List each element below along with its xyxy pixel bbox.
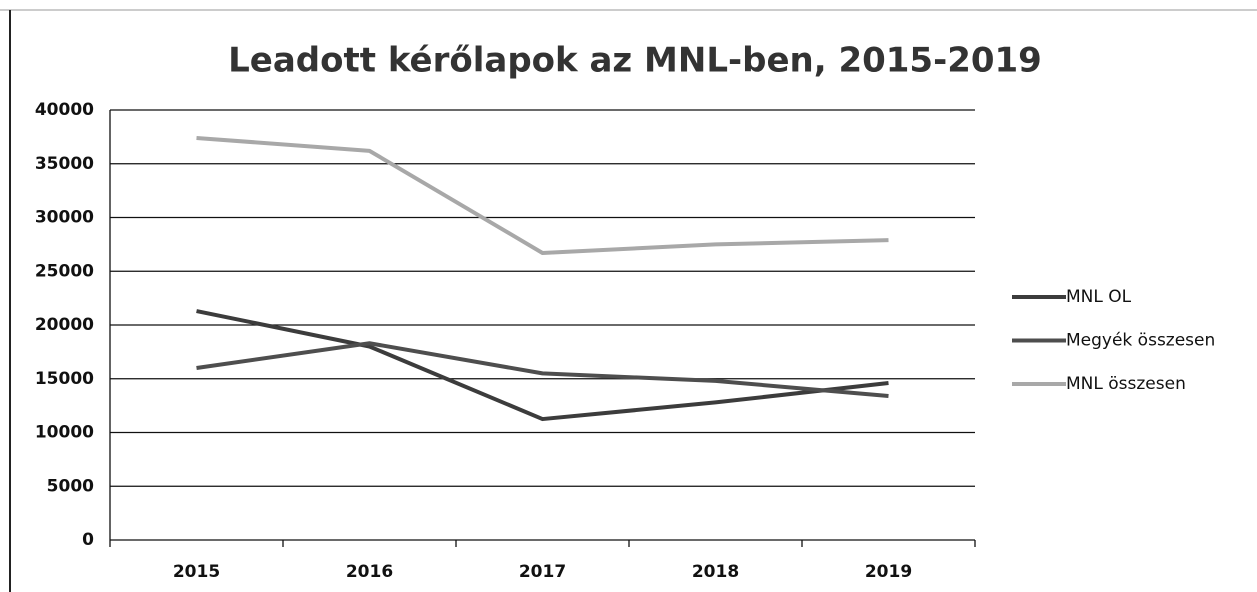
legend-label: Megyék összesen bbox=[1066, 331, 1215, 351]
legend-label: MNL összesen bbox=[1066, 374, 1186, 394]
line-series bbox=[196, 309, 889, 422]
line-series bbox=[196, 135, 889, 255]
y-tick-label: 40000 bbox=[35, 100, 94, 120]
legend-label: MNL OL bbox=[1066, 287, 1132, 307]
y-tick-label: 0 bbox=[82, 530, 94, 550]
y-tick-label: 20000 bbox=[35, 315, 94, 335]
x-tick-label: 2016 bbox=[346, 562, 393, 582]
y-tick-label: 15000 bbox=[35, 369, 94, 389]
y-tick-label: 5000 bbox=[47, 476, 94, 496]
x-tick-label: 2017 bbox=[519, 562, 566, 582]
line-series bbox=[196, 341, 889, 398]
x-tick-label: 2015 bbox=[173, 562, 220, 582]
y-tick-label: 25000 bbox=[35, 261, 94, 281]
y-tick-label: 10000 bbox=[35, 423, 94, 443]
y-tick-label: 35000 bbox=[35, 154, 94, 174]
chart-title: Leadott kérőlapok az MNL-ben, 2015-2019 bbox=[228, 41, 1042, 81]
x-tick-label: 2019 bbox=[865, 562, 912, 582]
y-tick-label: 30000 bbox=[35, 208, 94, 228]
x-tick-label: 2018 bbox=[692, 562, 739, 582]
